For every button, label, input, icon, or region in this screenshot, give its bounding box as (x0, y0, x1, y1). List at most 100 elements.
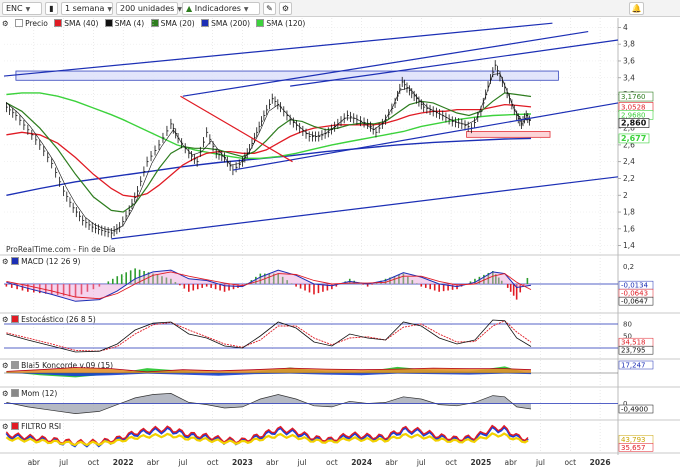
bell-icon[interactable]: 🔔 (629, 2, 644, 15)
toolbar: ENC ▼ ▮ 1 semana ▼ 200 unidades ▼ ▲ Indicad… (0, 0, 680, 17)
x-tick-label: 2024 (351, 458, 372, 467)
y-tick-label: 0,2 (623, 263, 634, 271)
chevron-down-icon: ▼ (25, 6, 31, 13)
chevron-down-icon: ▼ (243, 6, 249, 13)
panel-tag-box (618, 345, 654, 355)
x-tick-label: jul (58, 458, 68, 467)
y-tick-label: 80 (623, 321, 632, 329)
panel-tag-box (618, 404, 654, 414)
legend-gear-icon[interactable]: ⚙ (2, 315, 12, 324)
trendline (3, 22, 553, 77)
y-tick-label: 50 (623, 333, 632, 341)
main-price-panel (3, 22, 619, 240)
legend-gear-icon[interactable]: ⚙ (2, 422, 12, 431)
panel-tag-box (618, 360, 654, 370)
x-tick-label: 2025 (470, 458, 491, 467)
legend-sma200-label: SMA (200) (211, 19, 251, 28)
x-tick-label: jul (297, 458, 307, 467)
panel-legend-macd: ⚙ MACD (12 26 9) (2, 257, 81, 268)
panel-tag-label: 43,793 (621, 436, 646, 444)
legend-sma120: SMA (120) (256, 19, 305, 29)
units-label: 200 unidades (120, 4, 175, 13)
symbol-label: ENC (6, 4, 23, 13)
x-tick-label: abr (28, 458, 41, 467)
panel-tag-label: -0,0647 (621, 298, 648, 306)
series-sma20 (6, 92, 532, 213)
x-tick-label: 2022 (113, 458, 134, 467)
series-sma4 (6, 73, 531, 231)
legend-gear-icon[interactable]: ⚙ (2, 389, 12, 398)
panel-tag-label: -0,0643 (621, 290, 648, 298)
x-tick-label: abr (147, 458, 160, 467)
price-tag-label: 2,860 (621, 119, 647, 128)
y-tick-label: 2,2 (623, 174, 635, 183)
indicator-panels (4, 268, 618, 448)
y-tick-label: 1,6 (623, 224, 635, 233)
indicators-button[interactable]: ▲ Indicadores ▼ (182, 2, 260, 15)
legend-sma4: SMA (4) (104, 19, 144, 29)
grid (0, 18, 680, 455)
y-tick-label: 2,8 (623, 124, 635, 133)
panel-legend-rsi: ⚙ FILTRO RSI (2, 422, 62, 433)
y-tick-label: 2,4 (623, 157, 635, 166)
y-tick-label: 3 (623, 107, 628, 116)
legend-gear-icon[interactable]: ⚙ (2, 257, 12, 266)
main-legend: ⚙ Precio SMA (40) SMA (4) SMA (20) SMA (… (2, 19, 310, 30)
y-tick-label: 3,2 (623, 90, 635, 99)
legend-gear-icon[interactable]: ⚙ (2, 19, 9, 28)
watermark: ProRealTime.com - Fin de Día (6, 245, 116, 254)
legend-sma120-swatch (256, 19, 265, 27)
price-tag-box (618, 102, 654, 112)
panel-name-mom: Mom (12) (21, 389, 58, 398)
panel-tag-box (618, 280, 654, 290)
macd-swatch (11, 257, 20, 265)
zone-support (466, 131, 551, 138)
bar-chart-icon[interactable]: ▮ (45, 2, 58, 15)
y-tick-label: 2,6 (623, 140, 635, 149)
panel-tag-box (618, 337, 654, 347)
y-tick-label: 3,4 (623, 73, 635, 82)
units-selector[interactable]: 200 unidades ▼ (116, 2, 182, 15)
series-sma120 (6, 92, 532, 159)
mom-swatch (11, 389, 20, 397)
y-tick-label: 0 (623, 400, 627, 408)
price-tag-label: 3,0528 (621, 103, 646, 111)
price-tag-box (618, 118, 650, 128)
x-tick-label: jul (535, 458, 545, 467)
series-sma200 (6, 137, 532, 196)
x-tick-label: abr (504, 458, 517, 467)
y-tick-label: 20 (623, 345, 632, 353)
panel-tag-box (618, 435, 654, 444)
legend-sma20: SMA (20) (150, 19, 195, 29)
koncorde-swatch (11, 361, 20, 369)
panel-tag-label: -0,4900 (621, 406, 648, 414)
symbol-selector[interactable]: ENC ▼ (2, 2, 42, 15)
series-rsi-red (5, 424, 529, 446)
axes: abr jul oct 2022 abr jul oct 2023 abr jul oct 2024 a… (28, 23, 654, 467)
timeframe-selector[interactable]: 1 semana ▼ (61, 2, 113, 15)
timeframe-label: 1 semana (65, 4, 105, 13)
y-tick-label: 3,8 (623, 40, 635, 49)
price-tag-box (618, 91, 654, 102)
series-rsi-yellow (5, 432, 529, 447)
legend-gear-icon[interactable]: ⚙ (2, 361, 12, 370)
indicators-icon: ▲ (186, 4, 193, 13)
x-tick-label: abr (385, 458, 398, 467)
y-tick-label: 3,6 (623, 56, 635, 65)
panel-tag-box (618, 296, 654, 306)
x-tick-label: jul (416, 458, 426, 467)
indicators-label: Indicadores (194, 4, 241, 13)
x-tick-label: jul (177, 458, 187, 467)
legend-sma200-swatch (201, 19, 210, 27)
x-tick-label: 2026 (590, 458, 611, 467)
settings-icon[interactable]: ⚙ (279, 2, 292, 15)
panel-tag-box (618, 288, 654, 298)
panel-legend-mom: ⚙ Mom (12) (2, 389, 58, 400)
x-tick-label: oct (88, 458, 100, 467)
panel-legend-stoch: ⚙ Estocástico (26 8 5) (2, 315, 96, 326)
trendline (290, 39, 619, 87)
legend-sma40: SMA (40) (54, 19, 98, 29)
draw-tool-icon[interactable]: ✎ (263, 2, 276, 15)
panel-tag-label: 23,795 (621, 347, 646, 355)
